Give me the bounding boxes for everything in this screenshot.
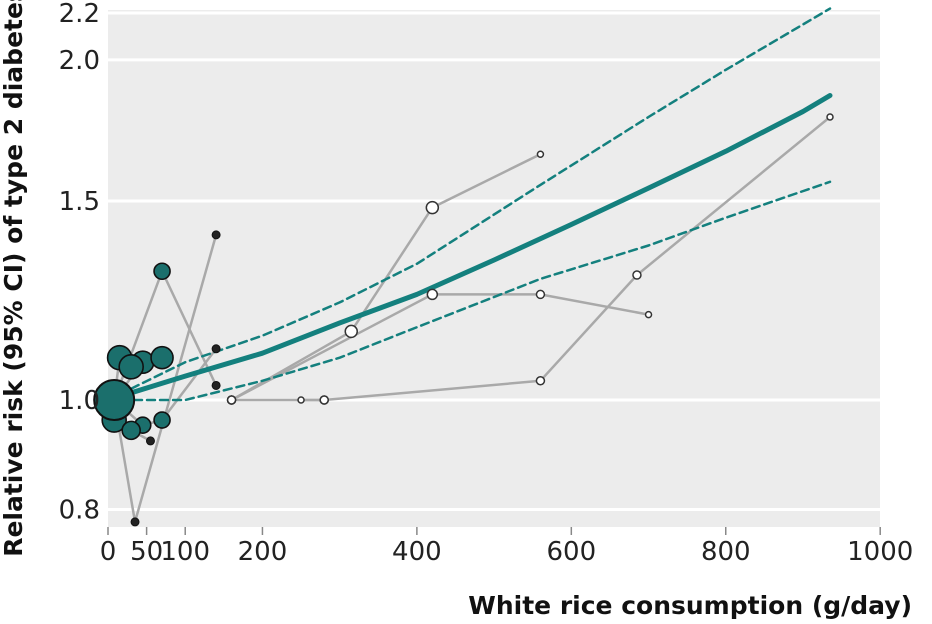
x-tick-label: 0 [100,537,117,567]
y-tick-label: 2.0 [59,46,100,76]
study-point [535,376,546,386]
y-tick-label: 1.5 [59,187,100,217]
y-axis-title: Relative risk (95% CI) of type 2 diabete… [0,0,28,557]
y-tick-label: 0.8 [59,496,100,526]
study-point [211,344,221,354]
study-point [118,353,144,380]
study-point [644,310,653,319]
x-tick-label: 200 [238,537,288,567]
study-point [211,380,221,390]
study-point [425,200,440,215]
study-point [121,420,141,441]
upper-ci-curve [106,7,832,402]
study-points [93,113,834,527]
study-point [150,345,174,370]
study-point [153,262,171,281]
x-axis-title: White rice consumption (g/day) [468,591,912,620]
x-tick-label: 600 [546,537,596,567]
study-point [426,288,439,301]
x-tick-label: 400 [392,537,442,567]
study-point [535,289,546,300]
study-point [826,113,834,121]
x-tick-label: 100 [160,537,210,567]
study-point [130,517,140,527]
study-point [319,395,329,405]
y-tick-label: 1.0 [59,386,100,416]
x-tick-label: 50 [130,537,163,567]
study-point [297,396,305,404]
pooled-risk-curve [105,93,833,403]
lower-ci-curve [106,180,832,402]
study-point [153,411,171,429]
reference-point [93,379,136,421]
y-axis-ticks: 0.8 1.0 1.5 2.0 2.2 [59,0,100,526]
study-point [536,150,545,158]
pooled-curves [105,7,833,403]
x-tick-label: 800 [701,537,751,567]
study-point [145,436,155,446]
plot-background [108,10,880,527]
study-point [344,324,358,339]
study-point [211,230,221,240]
y-tick-label: 2.2 [59,0,100,29]
study-line [230,153,541,402]
study-line [231,293,649,402]
study-point [632,270,642,280]
study-point [226,395,237,405]
x-tick-label: 1000 [847,537,913,567]
